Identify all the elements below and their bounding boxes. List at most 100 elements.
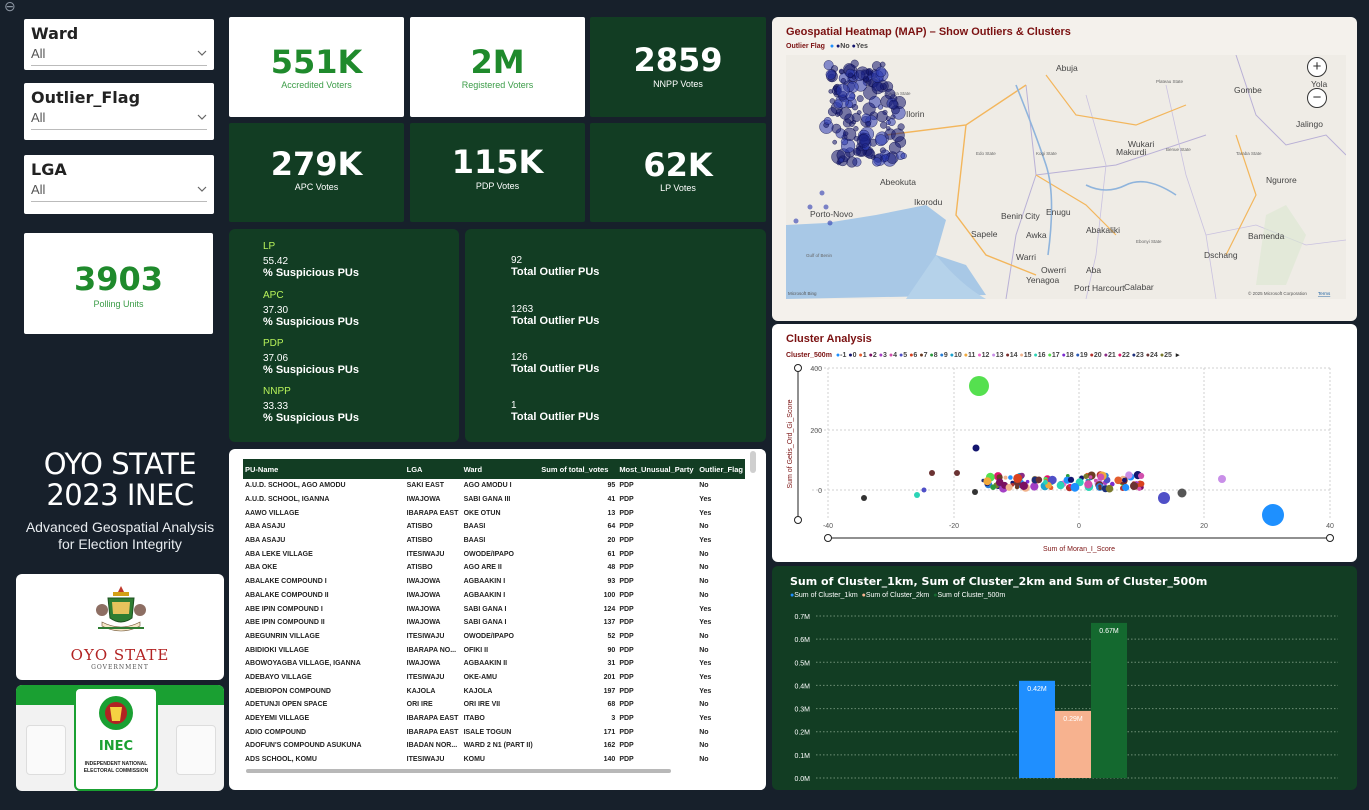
- map-point[interactable]: [838, 68, 844, 74]
- scatter-point[interactable]: [1056, 481, 1065, 490]
- table-row[interactable]: ABA ASAJU ATISBO BAASI 20 PDP Yes: [243, 534, 745, 548]
- scatter-point[interactable]: [1158, 492, 1170, 504]
- table-row[interactable]: ABA LEKE VILLAGE ITESIWAJU OWODE/IPAPO 61 PD…: [243, 547, 745, 561]
- map-point[interactable]: [827, 220, 833, 226]
- table-row[interactable]: ADETUNJI OPEN SPACE ORI IRE ORI IRE VII 68 P…: [243, 698, 745, 712]
- map-point[interactable]: [807, 204, 813, 210]
- scatter-point[interactable]: [1035, 476, 1043, 484]
- map-zoom-out-button[interactable]: −: [1307, 88, 1327, 108]
- map-point[interactable]: [875, 134, 887, 147]
- column-header[interactable]: Sum of total_votes: [539, 459, 618, 479]
- column-header[interactable]: Outlier_Flag: [697, 459, 745, 479]
- scatter-point[interactable]: [1177, 488, 1187, 498]
- scatter-point[interactable]: [861, 495, 867, 501]
- map-point[interactable]: [840, 78, 846, 84]
- map-point[interactable]: [835, 108, 843, 116]
- scatter-point[interactable]: [1125, 471, 1133, 479]
- table-row[interactable]: ABIDIOKI VILLAGE IBARAPA NO... OFIKI II 90 P…: [243, 643, 745, 657]
- cluster-legend-item[interactable]: 9: [943, 352, 948, 359]
- scatter-point[interactable]: [1122, 483, 1130, 492]
- scatter-point[interactable]: [1137, 486, 1142, 491]
- scatter-point[interactable]: [929, 470, 935, 476]
- scatter-point[interactable]: [1048, 475, 1057, 485]
- map-point[interactable]: [856, 134, 871, 148]
- table-row[interactable]: ABALAKE COMPOUND I IWAJOWA AGBAAKIN I 93 PDP…: [243, 575, 745, 589]
- scatter-point[interactable]: [1218, 475, 1226, 483]
- cluster-legend-item[interactable]: 20: [1093, 352, 1102, 359]
- map-point[interactable]: [851, 112, 861, 123]
- x-range-slider-handle-right[interactable]: [1326, 534, 1334, 542]
- table-row[interactable]: ADEBAYO VILLAGE ITESIWAJU OKE-AMU 201 PDP Yes: [243, 671, 745, 685]
- map-point[interactable]: [819, 190, 825, 196]
- cluster-legend-item[interactable]: 21: [1107, 352, 1116, 359]
- scatter-point[interactable]: [972, 444, 980, 452]
- cluster-legend-item[interactable]: 12: [981, 352, 990, 359]
- x-range-slider-handle-left[interactable]: [824, 534, 832, 542]
- map-point[interactable]: [842, 127, 857, 141]
- map-point[interactable]: [823, 60, 834, 71]
- column-header[interactable]: PU-Name: [243, 459, 405, 479]
- map-point[interactable]: [872, 157, 882, 167]
- scatter-point[interactable]: [1093, 478, 1098, 483]
- map-point[interactable]: [836, 83, 850, 98]
- map-point[interactable]: [840, 137, 849, 146]
- map-point[interactable]: [833, 99, 843, 109]
- cluster-legend-item[interactable]: -1: [840, 352, 847, 359]
- cluster-legend-item[interactable]: 6: [913, 352, 918, 359]
- lga-dropdown[interactable]: All: [31, 182, 207, 202]
- table-row[interactable]: ABA ASAJU ATISBO BAASI 64 PDP No: [243, 520, 745, 534]
- cluster-legend-item[interactable]: 23: [1136, 352, 1144, 359]
- map-point[interactable]: [865, 149, 876, 159]
- table-horizontal-scrollbar[interactable]: [246, 769, 671, 773]
- table-row[interactable]: AAWO VILLAGE IBARAPA EAST OKE OTUN 13 PDP Yes: [243, 506, 745, 520]
- cluster-legend-item[interactable]: 0: [852, 352, 857, 359]
- map-point[interactable]: [879, 83, 887, 90]
- map-point[interactable]: [888, 99, 899, 110]
- map-canvas[interactable]: Abuja Plateau State Kwara State Ilorin Makur…: [786, 55, 1346, 299]
- column-header[interactable]: Ward: [461, 459, 540, 479]
- map-point[interactable]: [853, 126, 859, 132]
- scatter-point[interactable]: [1088, 475, 1093, 479]
- y-range-slider-handle-top[interactable]: [794, 364, 802, 372]
- map-point[interactable]: [865, 121, 872, 127]
- bar[interactable]: [1091, 622, 1127, 778]
- scatter-point[interactable]: [1262, 504, 1284, 526]
- cluster-legend-item[interactable]: 11: [968, 352, 976, 359]
- cluster-legend-item[interactable]: 22: [1121, 352, 1130, 359]
- map-point[interactable]: [823, 204, 829, 210]
- map-point[interactable]: [832, 139, 838, 145]
- map-point[interactable]: [823, 117, 832, 125]
- scatter-point[interactable]: [1097, 473, 1105, 481]
- map-point[interactable]: [881, 154, 890, 162]
- map-point[interactable]: [855, 66, 870, 80]
- cluster-legend-item[interactable]: 5: [903, 352, 908, 359]
- scatter-point[interactable]: [954, 470, 960, 476]
- scatter-point[interactable]: [1013, 473, 1023, 483]
- scatter-point[interactable]: [1067, 476, 1075, 483]
- cluster-legend-item[interactable]: 24: [1150, 352, 1158, 359]
- table-row[interactable]: ABE IPIN COMPOUND I IWAJOWA SABI GANA I 124…: [243, 602, 745, 616]
- scatter-point[interactable]: [1138, 472, 1145, 479]
- cluster-legend-item[interactable]: 14: [1009, 352, 1018, 359]
- scatter-point[interactable]: [1025, 479, 1030, 484]
- cluster-legend-item[interactable]: 13: [995, 352, 1004, 359]
- scatter-point[interactable]: [1008, 475, 1013, 480]
- scatter-point[interactable]: [1005, 483, 1013, 491]
- scatter-point[interactable]: [1043, 479, 1048, 485]
- scatter-point[interactable]: [921, 487, 927, 493]
- table-vertical-scrollbar[interactable]: [750, 451, 756, 473]
- map-point[interactable]: [793, 218, 799, 224]
- ward-dropdown[interactable]: All: [31, 46, 207, 66]
- scatter-point[interactable]: [914, 492, 920, 498]
- map-point[interactable]: [879, 61, 886, 68]
- scatter-point[interactable]: [1110, 481, 1115, 487]
- map-point[interactable]: [853, 135, 860, 142]
- column-header[interactable]: Most_Unusual_Party: [617, 459, 698, 479]
- table-row[interactable]: ABOWOYAGBA VILLAGE, IGANNA IWAJOWA AGBAAKI…: [243, 657, 745, 671]
- table-row[interactable]: ADIO COMPOUND IBARAPA EAST ISALE TOGUN 171 P…: [243, 725, 745, 739]
- scatter-point[interactable]: [1138, 480, 1145, 487]
- map-point[interactable]: [891, 128, 905, 142]
- map-point[interactable]: [838, 157, 844, 163]
- table-row[interactable]: ABEGUNRIN VILLAGE ITESIWAJU OWODE/IPAPO 52 P…: [243, 630, 745, 644]
